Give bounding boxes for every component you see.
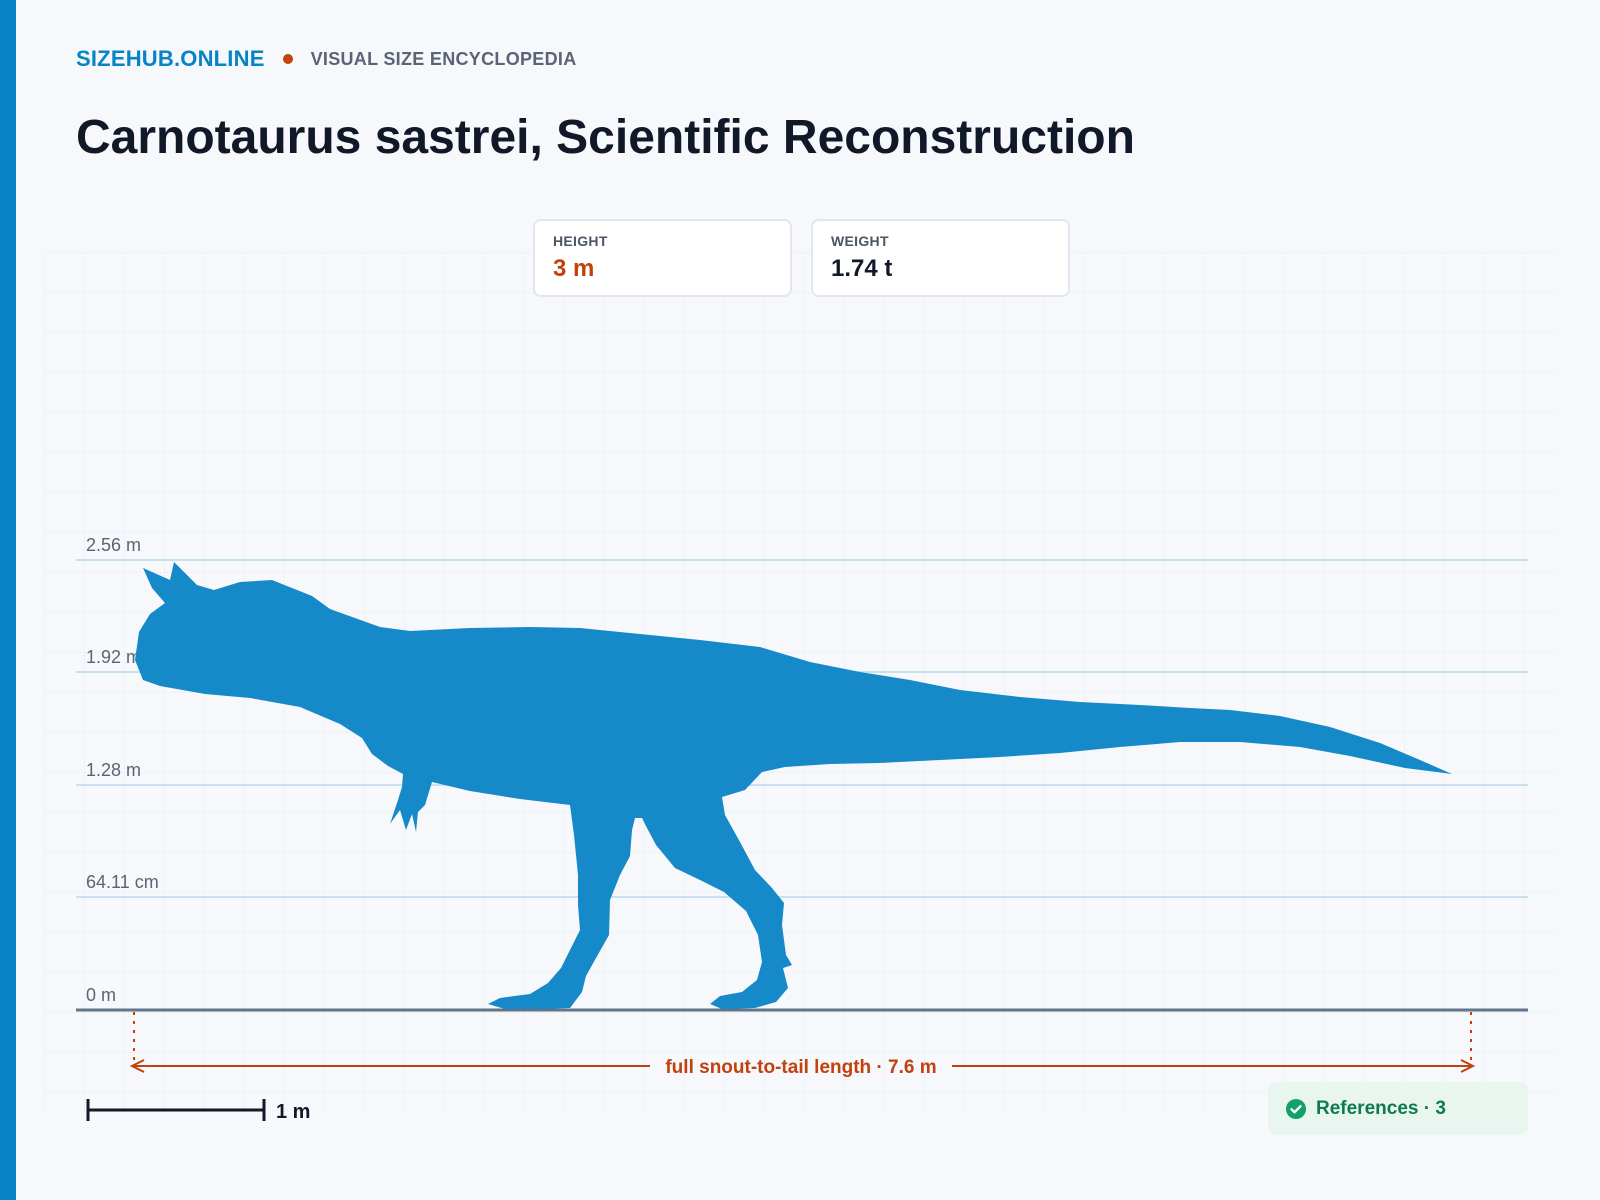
accent-bar — [0, 0, 16, 1200]
level-label: 1.92 m — [86, 647, 141, 667]
level-label: 0 m — [86, 985, 116, 1005]
brand-separator-dot — [282, 54, 293, 64]
length-indicator: full snout-to-tail length · 7.6 m — [129, 1012, 1476, 1078]
length-arrow-right-icon — [1460, 1059, 1476, 1073]
site-brand[interactable]: SIZEHUB.ONLINE — [76, 46, 265, 71]
stat-value: 1.74 t — [831, 255, 893, 282]
level-labels: 2.56 m 1.92 m 1.28 m 64.11 cm 0 m — [86, 535, 159, 1005]
brand-row: SIZEHUB.ONLINE VISUAL SIZE ENCYCLOPEDIA — [76, 46, 577, 72]
stat-value: 3 m — [553, 255, 595, 282]
length-arrow-left-icon — [129, 1059, 145, 1073]
scale-bar-label: 1 m — [276, 1101, 310, 1123]
site-tagline: VISUAL SIZE ENCYCLOPEDIA — [310, 48, 577, 69]
level-label: 64.11 cm — [86, 872, 159, 892]
length-label: full snout-to-tail length · 7.6 m — [665, 1057, 936, 1078]
stat-label: HEIGHT — [553, 233, 608, 249]
level-label: 2.56 m — [86, 535, 141, 555]
page-title: Carnotaurus sastrei, Scientific Reconstr… — [76, 111, 1135, 164]
check-circle-icon — [1286, 1098, 1306, 1119]
references-button[interactable]: References · 3 — [1268, 1082, 1528, 1135]
weight-stat-card: WEIGHT 1.74 t — [811, 219, 1070, 297]
height-stat-card: HEIGHT 3 m — [533, 219, 792, 297]
carnotaurus-silhouette-icon[interactable] — [135, 562, 1452, 1009]
stat-label: WEIGHT — [831, 233, 889, 249]
scale-bar: 1 m — [86, 1099, 310, 1123]
references-label: References · 3 — [1316, 1097, 1446, 1119]
level-label: 1.28 m — [86, 760, 141, 780]
